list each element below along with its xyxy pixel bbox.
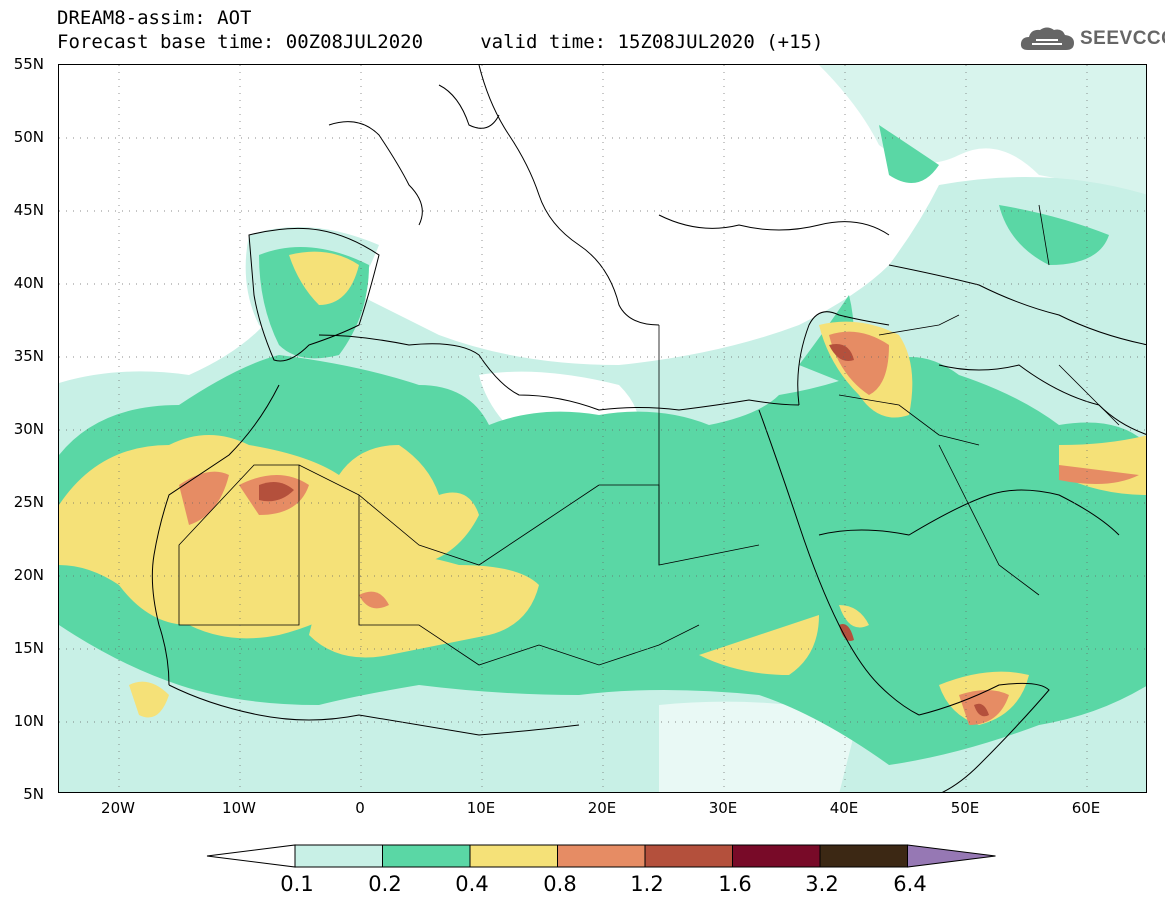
colorbar-segment xyxy=(732,844,821,868)
lon-label: 50E xyxy=(950,799,980,817)
aot-field-0.4 xyxy=(59,251,1146,725)
colorbar-label: 6.4 xyxy=(893,872,927,896)
lat-label: 20N xyxy=(13,566,44,584)
coastlines xyxy=(151,65,1146,792)
aot-map xyxy=(59,65,1146,792)
colorbar-label: 3.2 xyxy=(805,872,839,896)
lat-label: 5N xyxy=(23,785,44,803)
logo-text: SEEVCCC xyxy=(1080,28,1165,49)
colorbar xyxy=(206,844,996,868)
lon-label: 30E xyxy=(708,799,738,817)
lat-label: 55N xyxy=(13,55,44,73)
colorbar-label: 0.4 xyxy=(455,872,489,896)
seevccc-logo: SEEVCCC xyxy=(1018,24,1165,56)
map-title: DREAM8-assim: AOT xyxy=(57,7,252,29)
forecast-time-line: Forecast base time: 00Z08JUL2020 valid t… xyxy=(57,31,824,53)
colorbar-label: 0.8 xyxy=(543,872,577,896)
lon-label: 20W xyxy=(101,799,135,817)
lat-label: 40N xyxy=(13,274,44,292)
lat-label: 45N xyxy=(13,201,44,219)
aot-field-1.2 xyxy=(259,344,989,717)
colorbar-label: 0.1 xyxy=(280,872,314,896)
colorbar-segment xyxy=(644,844,733,868)
colorbar-under-triangle xyxy=(206,844,296,868)
lon-label: 0 xyxy=(355,799,365,817)
cloud-icon xyxy=(1020,27,1074,50)
graticule xyxy=(59,65,1146,792)
lat-label: 35N xyxy=(13,347,44,365)
lat-label: 50N xyxy=(13,128,44,146)
lat-label: 30N xyxy=(13,420,44,438)
colorbar-label: 0.2 xyxy=(368,872,402,896)
lon-label: 10W xyxy=(222,799,256,817)
colorbar-segment xyxy=(382,844,471,868)
lon-label: 40E xyxy=(829,799,859,817)
lon-label: 60E xyxy=(1071,799,1101,817)
colorbar-label: 1.6 xyxy=(718,872,752,896)
colorbar-over-triangle xyxy=(907,844,996,868)
lat-label: 10N xyxy=(13,712,44,730)
lat-label: 25N xyxy=(13,493,44,511)
country-borders xyxy=(178,204,1120,666)
colorbar-segment xyxy=(294,844,383,868)
colorbar-segment xyxy=(819,844,908,868)
lon-label: 20E xyxy=(587,799,617,817)
map-panel xyxy=(58,64,1147,793)
lon-label: 10E xyxy=(466,799,496,817)
colorbar-segment xyxy=(557,844,646,868)
colorbar-segment xyxy=(469,844,558,868)
colorbar-label: 1.2 xyxy=(630,872,664,896)
aot-field-0.2 xyxy=(59,125,1146,765)
lat-label: 15N xyxy=(13,639,44,657)
